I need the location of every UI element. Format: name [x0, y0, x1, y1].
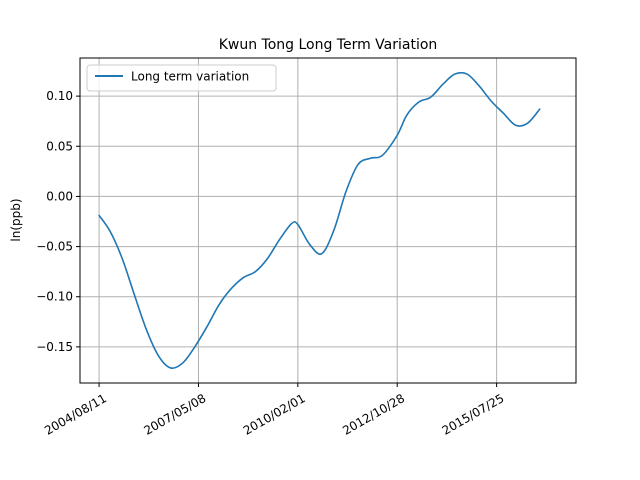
- y-tick-label: −0.10: [36, 290, 73, 304]
- y-tick-label: −0.05: [36, 240, 73, 254]
- y-tick-label: 0.05: [46, 139, 73, 153]
- series-layer: [98, 71, 541, 370]
- y-tick-label: −0.15: [36, 340, 73, 354]
- grid: [80, 58, 576, 383]
- y-axis-label: ln(ppb): [9, 198, 23, 241]
- legend-box: [86, 64, 277, 92]
- legend-label: Long term variation: [131, 70, 249, 84]
- plot-frame: [79, 57, 577, 384]
- series-line: [98, 71, 541, 370]
- y-tick-label: 0.00: [46, 189, 73, 203]
- y-tick-label: 0.10: [46, 89, 73, 103]
- chart-title: Kwun Tong Long Term Variation: [219, 37, 438, 53]
- legend: Long term variation: [86, 64, 277, 92]
